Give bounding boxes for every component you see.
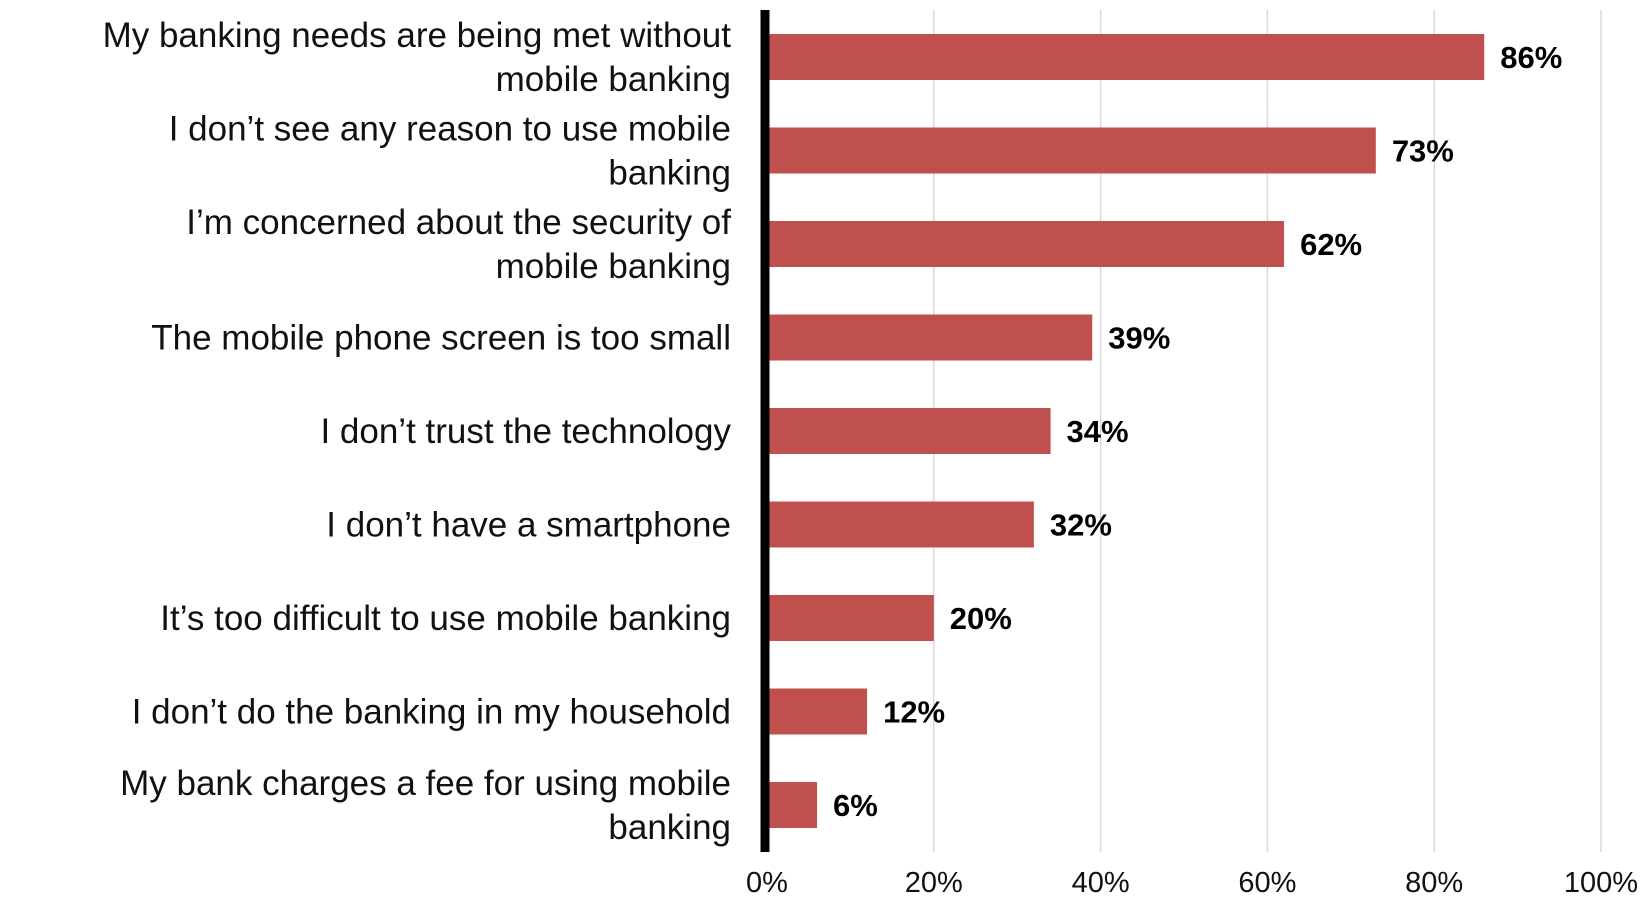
x-tick-label: 60% — [1238, 867, 1296, 897]
x-tick-label: 0% — [746, 867, 788, 897]
category-label-line: I don’t have a smartphone — [326, 506, 731, 545]
category-label: The mobile phone screen is too small — [151, 319, 731, 358]
bar — [767, 127, 1376, 174]
category-label: I don’t trust the technology — [320, 412, 731, 451]
category-label-line: My bank charges a fee for using mobile — [120, 764, 731, 803]
bar — [767, 221, 1285, 267]
category-label-line: mobile banking — [496, 247, 731, 286]
bar — [767, 688, 868, 735]
category-label: My banking needs are being met without mo… — [103, 16, 732, 99]
category-label-line: The mobile phone screen is too small — [151, 319, 731, 358]
value-label: 39% — [1108, 321, 1170, 356]
bar — [767, 314, 1093, 361]
bar — [767, 408, 1051, 454]
category-label-line: I don’t do the banking in my household — [132, 693, 731, 732]
x-tick-labels: 0% 20% 40% 60% 80% 100% — [746, 867, 1638, 897]
category-label: It’s too difficult to use mobile banking — [160, 599, 731, 638]
bar — [767, 595, 934, 641]
value-label: 73% — [1392, 134, 1454, 169]
x-tick-label: 80% — [1405, 867, 1463, 897]
x-tick-label: 100% — [1564, 867, 1638, 897]
value-label: 20% — [950, 601, 1012, 636]
bar — [767, 501, 1034, 548]
category-label-line: My banking needs are being met without — [103, 16, 732, 55]
category-label-line: banking — [608, 154, 731, 193]
category-labels: My banking needs are being met without mo… — [103, 16, 732, 847]
category-label-line: mobile banking — [496, 60, 731, 99]
value-label: 62% — [1300, 227, 1362, 262]
category-label-line: It’s too difficult to use mobile banking — [160, 599, 731, 638]
category-label-line: I don’t see any reason to use mobile — [169, 110, 731, 149]
category-label-line: I don’t trust the technology — [320, 412, 731, 451]
value-label: 12% — [883, 695, 945, 730]
value-label: 6% — [833, 788, 878, 823]
value-label: 34% — [1067, 414, 1129, 449]
category-label: I’m concerned about the security of mobil… — [186, 203, 731, 286]
category-label: I don’t do the banking in my household — [132, 693, 731, 732]
bar — [767, 34, 1485, 80]
bars — [767, 34, 1485, 828]
category-label: My bank charges a fee for using mobile ba… — [120, 764, 731, 847]
category-label: I don’t have a smartphone — [326, 506, 731, 545]
x-tick-label: 20% — [905, 867, 963, 897]
value-labels: 86% 73% 62% 39% 34% 32% 20% 12% 6% — [833, 40, 1562, 823]
value-label: 86% — [1500, 40, 1562, 75]
value-label: 32% — [1050, 508, 1112, 543]
category-label: I don’t see any reason to use mobile bank… — [169, 110, 731, 193]
x-tick-label: 40% — [1072, 867, 1130, 897]
bar — [767, 782, 818, 828]
category-label-line: banking — [608, 808, 731, 847]
category-label-line: I’m concerned about the security of — [186, 203, 731, 242]
